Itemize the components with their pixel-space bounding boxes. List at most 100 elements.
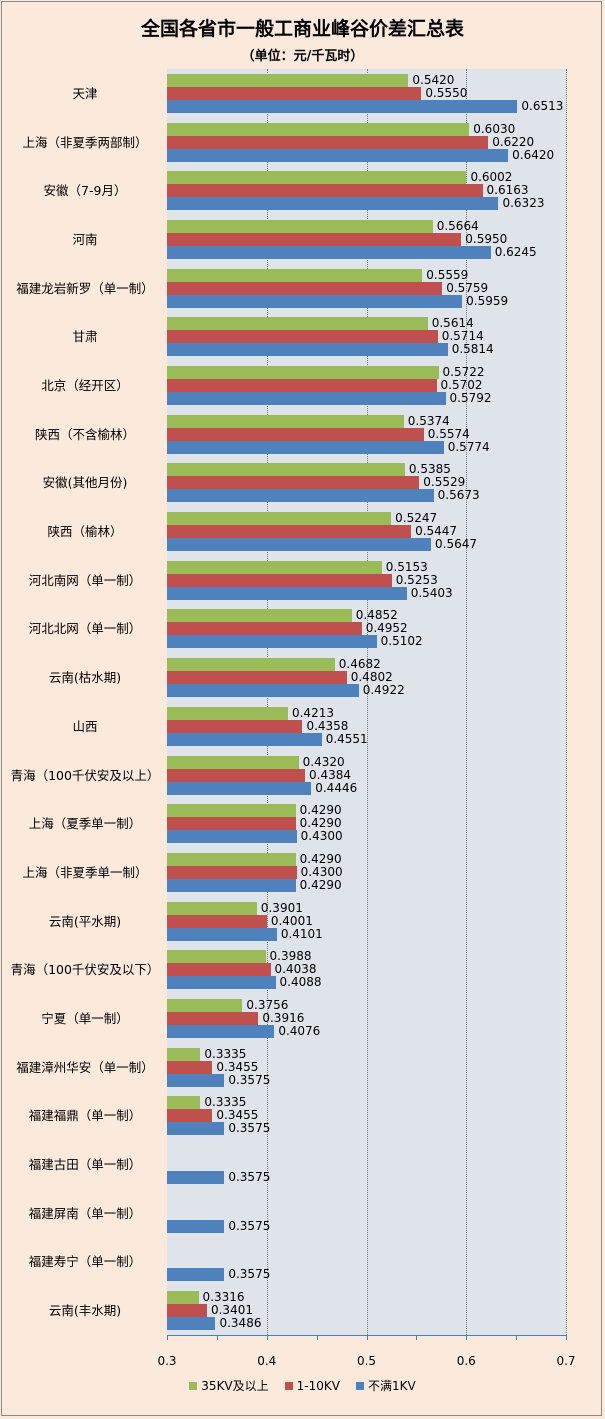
data-label: 0.6323 <box>502 196 545 211</box>
data-label: 0.5420 <box>412 72 455 87</box>
category-label: 福建寿宁（单一制） <box>10 1238 160 1287</box>
bar <box>167 1047 201 1061</box>
data-label: 0.5774 <box>447 439 490 454</box>
category-text: 福建寿宁（单一制） <box>28 1254 142 1270</box>
x-tick-label: 0.7 <box>556 1354 576 1368</box>
data-label: 0.4290 <box>299 816 342 831</box>
bar <box>167 1291 199 1305</box>
bar <box>167 232 462 246</box>
bar <box>167 781 312 795</box>
category-label: 福建古田（单一制） <box>10 1140 160 1189</box>
bar <box>167 414 404 428</box>
bar <box>167 573 392 587</box>
data-label: 0.3575 <box>228 1072 271 1087</box>
data-label: 0.3575 <box>228 1170 271 1185</box>
data-label: 0.3756 <box>246 998 289 1012</box>
data-label: 0.3916 <box>262 1011 305 1025</box>
legend-item-under-1kv: 不满1KV <box>355 1377 416 1394</box>
category-label: 河北北网（单一制） <box>10 605 160 654</box>
bar <box>167 560 382 574</box>
data-label: 0.5153 <box>385 559 428 574</box>
category-text: 陕西（榆林） <box>47 524 123 540</box>
data-label: 0.4300 <box>300 829 343 844</box>
bar <box>167 122 470 136</box>
bar <box>167 171 467 185</box>
bar <box>167 671 347 685</box>
category-text: 青海（100千伏安及以下） <box>10 962 160 978</box>
bar <box>167 963 271 977</box>
x-tick-mark <box>216 1335 218 1340</box>
data-label: 0.5574 <box>427 426 470 441</box>
bar <box>167 817 296 831</box>
legend-swatch <box>355 1381 364 1390</box>
bar <box>167 1025 275 1038</box>
category-text: 上海（非夏季两部制） <box>22 134 148 150</box>
legend-label: 1-10KV <box>296 1378 340 1393</box>
x-tick-label: 0.4 <box>257 1354 277 1368</box>
data-label: 0.3486 <box>219 1316 262 1331</box>
category-text: 北京（经开区） <box>41 377 129 393</box>
category-text: 云南(枯水期) <box>48 670 122 686</box>
category-label: 山西 <box>10 702 160 751</box>
legend-swatch <box>189 1381 198 1390</box>
category-text: 云南(平水期) <box>48 913 122 929</box>
category-text: 安徽(其他月份) <box>42 475 128 491</box>
category-text: 福建漳州华安（单一制） <box>16 1059 154 1075</box>
x-tick-mark <box>366 1335 368 1340</box>
x-tick-label: 0.3 <box>157 1354 177 1368</box>
data-label: 0.4952 <box>365 621 408 636</box>
bar <box>167 343 448 357</box>
category-text: 福建古田（单一制） <box>28 1157 142 1173</box>
category-text: 山西 <box>72 718 98 734</box>
x-tick-mark <box>516 1335 518 1340</box>
legend-label: 35KV及以上 <box>201 1379 269 1393</box>
bar <box>167 317 428 331</box>
category-label: 福建屏南（单一制） <box>10 1189 160 1238</box>
data-label: 0.3316 <box>202 1290 245 1305</box>
bar <box>167 1109 213 1123</box>
data-label: 0.4038 <box>274 962 317 977</box>
gridline <box>366 69 368 1335</box>
data-label: 0.3575 <box>228 1121 271 1136</box>
bar <box>167 927 277 941</box>
bar <box>167 586 407 600</box>
bar <box>167 830 297 844</box>
bar <box>167 732 322 746</box>
bar <box>167 914 267 928</box>
category-label: 宁夏（单一制） <box>10 994 160 1043</box>
data-label: 0.4088 <box>279 975 322 990</box>
gridline <box>466 69 468 1335</box>
category-label: 安徽（7-9月） <box>10 166 160 215</box>
data-label: 0.3335 <box>204 1095 247 1110</box>
data-label: 0.3575 <box>228 1267 271 1282</box>
data-label: 0.4076 <box>278 1024 321 1038</box>
category-text: 陕西（不含榆林） <box>34 426 135 442</box>
bar <box>167 950 266 964</box>
bar <box>167 366 439 379</box>
category-label: 上海（夏季单一制） <box>10 799 160 848</box>
bar <box>167 148 509 162</box>
category-text: 甘肃 <box>72 329 98 345</box>
data-label: 0.6220 <box>492 134 535 149</box>
data-label: 0.4213 <box>291 705 334 720</box>
bar <box>167 706 288 720</box>
bar <box>167 463 405 477</box>
data-label: 0.4358 <box>306 718 349 733</box>
data-label: 0.3401 <box>210 1303 253 1318</box>
category-text: 福建龙岩新罗（单一制） <box>16 280 154 296</box>
bar <box>167 99 518 113</box>
bar <box>167 489 434 503</box>
data-label: 0.5247 <box>395 511 438 526</box>
data-label: 0.6245 <box>494 244 537 259</box>
bar <box>167 1122 225 1136</box>
data-label: 0.5559 <box>426 267 469 282</box>
bar <box>167 281 443 295</box>
category-label: 陕西（不含榆林） <box>10 410 160 459</box>
data-label: 0.5253 <box>395 572 438 587</box>
data-label: 0.5702 <box>440 378 483 392</box>
x-tick-mark <box>466 1335 468 1340</box>
data-label: 0.5550 <box>425 85 468 100</box>
category-text: 河南 <box>72 231 98 247</box>
bar <box>167 755 299 769</box>
